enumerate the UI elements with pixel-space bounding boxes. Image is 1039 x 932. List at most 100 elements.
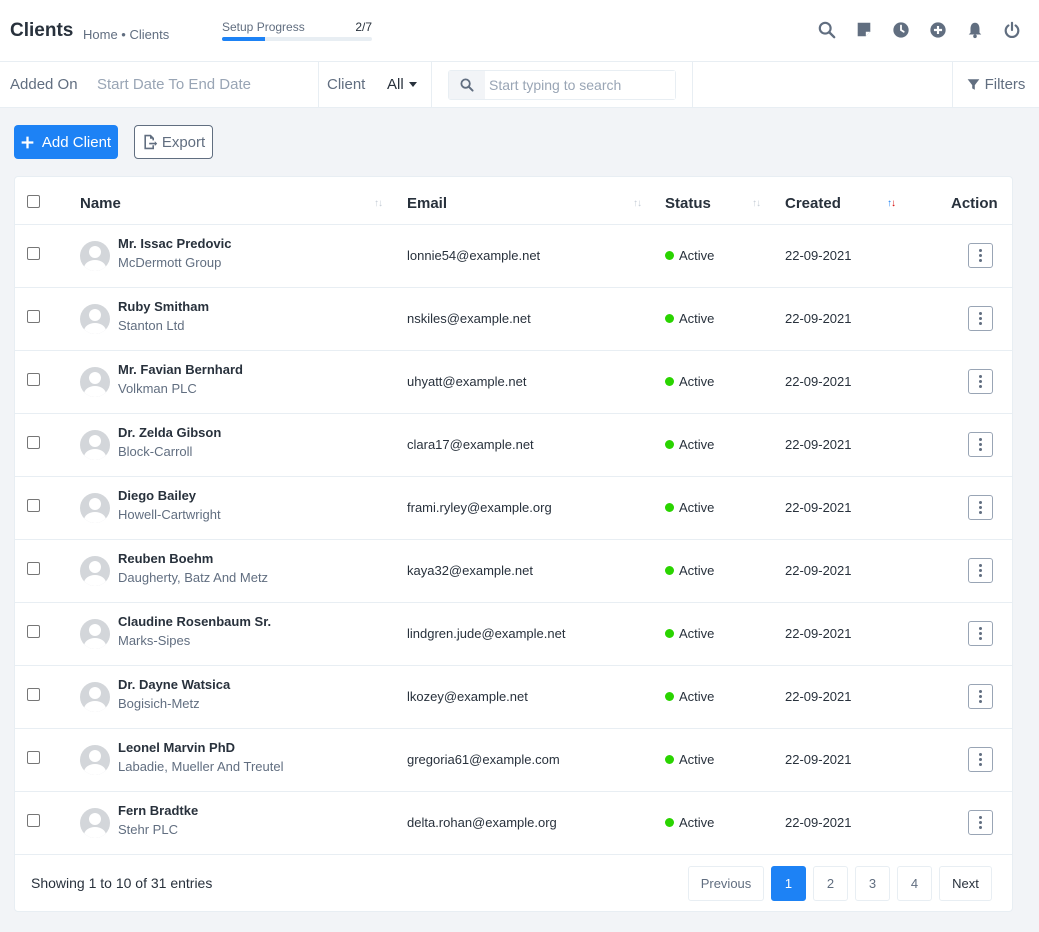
created-date: 22-09-2021 [785,311,852,326]
setup-progress[interactable]: Setup Progress 2/7 [222,20,372,41]
row-checkbox[interactable] [27,373,40,386]
date-range-picker[interactable]: Start Date To End Date [97,62,251,107]
client-name[interactable]: Diego Bailey [118,488,197,503]
search-input[interactable] [485,71,675,99]
select-all-checkbox[interactable] [27,195,40,208]
table-row: Claudine Rosenbaum Sr. Marks-Sipes lindgre… [15,603,1012,666]
search-icon[interactable] [818,21,836,39]
setup-progress-fill [222,37,265,41]
avatar [80,430,110,460]
divider [318,62,319,107]
client-email: delta.rohan@example.org [407,815,557,830]
filters-button[interactable]: Filters [952,62,1039,107]
avatar [80,745,110,775]
add-client-label: Add Client [41,133,112,151]
row-checkbox[interactable] [27,814,40,827]
client-name[interactable]: Dr. Dayne Watsica [118,677,231,692]
clock-icon[interactable] [892,21,910,39]
sort-icon[interactable]: ↑↓ [374,198,383,209]
row-action-menu-button[interactable] [968,369,993,394]
client-name[interactable]: Fern Bradtke [118,803,199,818]
sort-desc-icon[interactable]: ↑↓ [887,198,896,209]
breadcrumb[interactable]: Home • Clients [83,27,170,42]
next-page-button[interactable]: Next [939,866,992,901]
client-email: frami.ryley@example.org [407,500,552,515]
column-header-action: Action [951,195,998,212]
created-date: 22-09-2021 [785,500,852,515]
page-button-3[interactable]: 3 [855,866,890,901]
status-text: Active [679,626,715,641]
date-range-input[interactable]: Start Date To End Date [97,76,251,93]
export-icon [144,134,158,150]
previous-page-button[interactable]: Previous [688,866,764,901]
client-name[interactable]: Leonel Marvin PhD [118,740,236,755]
column-header-email[interactable]: Email [407,195,448,212]
table-row: Mr. Favian Bernhard Volkman PLC uhyatt@exa… [15,351,1012,414]
client-name[interactable]: Mr. Favian Bernhard [118,362,243,377]
client-select[interactable]: All [387,62,417,107]
status-text: Active [679,248,715,263]
sort-icon[interactable]: ↑↓ [752,198,761,209]
pagination-info: Showing 1 to 10 of 31 entries [31,875,213,891]
plus-circle-icon[interactable] [929,21,947,39]
client-name[interactable]: Dr. Zelda Gibson [118,425,222,440]
row-checkbox[interactable] [27,562,40,575]
client-company: Bogisich-Metz [118,696,200,711]
row-action-menu-button[interactable] [968,306,993,331]
status-text: Active [679,437,715,452]
clients-table-card: Name ↑↓ Email ↑↓ Status ↑↓ Created ↑↓ Ac… [14,176,1013,912]
filters-button-label: Filters [984,76,1026,93]
row-action-menu-button[interactable] [968,747,993,772]
client-select-value[interactable]: All [387,76,417,93]
bell-icon[interactable] [966,21,984,39]
status-badge: Active [665,689,714,704]
page-button-1[interactable]: 1 [771,866,806,901]
row-checkbox[interactable] [27,247,40,260]
row-checkbox[interactable] [27,499,40,512]
setup-progress-track [222,37,372,41]
avatar [80,304,110,334]
sort-icon[interactable]: ↑↓ [633,198,642,209]
avatar [80,808,110,838]
client-name[interactable]: Reuben Boehm [118,551,214,566]
row-action-menu-button[interactable] [968,621,993,646]
row-checkbox[interactable] [27,688,40,701]
row-action-menu-button[interactable] [968,810,993,835]
created-date: 22-09-2021 [785,752,852,767]
column-header-status[interactable]: Status [665,195,711,212]
client-name[interactable]: Claudine Rosenbaum Sr. [118,614,272,629]
page-button-2[interactable]: 2 [813,866,848,901]
top-header: Clients Home • Clients Setup Progress 2/… [0,0,1039,62]
page-button-4[interactable]: 4 [897,866,932,901]
add-client-button[interactable]: Add Client [14,125,118,159]
status-badge: Active [665,563,714,578]
row-checkbox[interactable] [27,310,40,323]
client-name[interactable]: Ruby Smitham [118,299,210,314]
pagination: Previous 1 2 3 4 Next [688,866,992,901]
row-action-menu-button[interactable] [968,243,993,268]
table-header: Name ↑↓ Email ↑↓ Status ↑↓ Created ↑↓ Ac… [15,177,1012,225]
power-icon[interactable] [1003,21,1021,39]
column-header-name[interactable]: Name [80,195,121,212]
row-checkbox[interactable] [27,625,40,638]
sticky-note-icon[interactable] [855,21,873,39]
row-action-menu-button[interactable] [968,558,993,583]
created-date: 22-09-2021 [785,626,852,641]
column-header-created[interactable]: Created [785,195,841,212]
row-action-menu-button[interactable] [968,432,993,457]
client-name[interactable]: Mr. Issac Predovic [118,236,232,251]
added-on-label: Added On [10,76,78,93]
status-dot-icon [665,314,674,323]
export-button[interactable]: Export [134,125,213,159]
row-action-menu-button[interactable] [968,495,993,520]
client-email: gregoria61@example.com [407,752,560,767]
client-email: kaya32@example.net [407,563,533,578]
header-icons [818,21,1021,39]
row-checkbox[interactable] [27,436,40,449]
status-text: Active [679,374,715,389]
client-company: Daugherty, Batz And Metz [118,570,269,585]
row-action-menu-button[interactable] [968,684,993,709]
search-icon [449,71,485,99]
row-checkbox[interactable] [27,751,40,764]
added-on-filter: Added On [10,62,78,107]
